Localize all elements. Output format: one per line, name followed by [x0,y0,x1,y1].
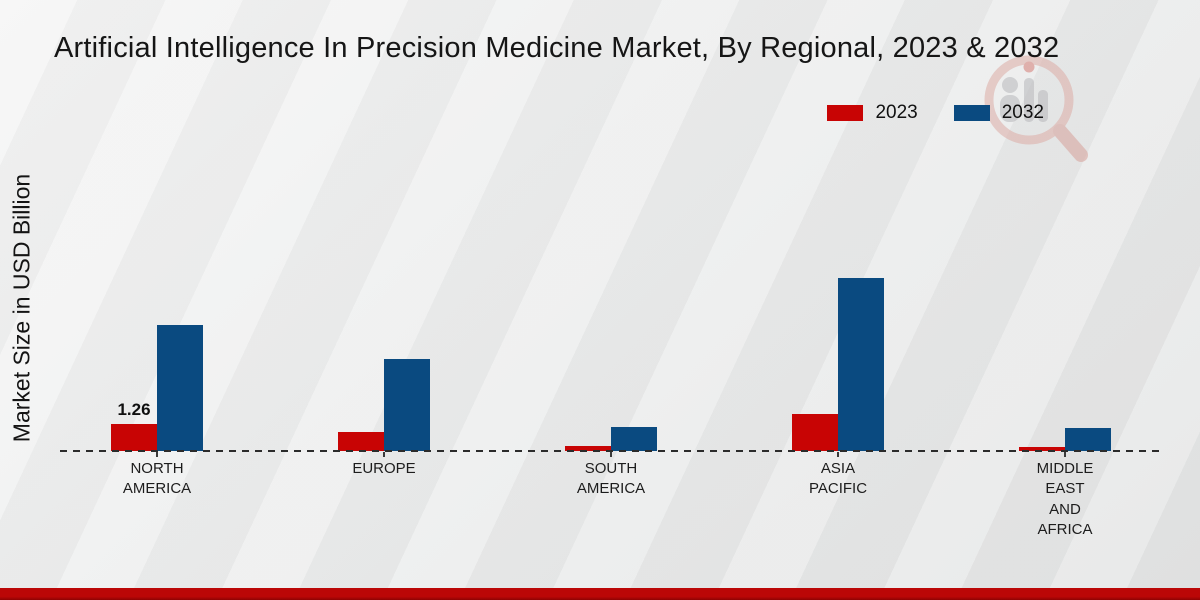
bar-2032-south-america [611,427,657,451]
x-axis-tick [156,452,158,457]
bar-2023-middle-east-and-africa [1019,447,1065,451]
x-axis-tick [383,452,385,457]
bar-2032-europe [384,359,430,451]
x-axis-tick [610,452,612,457]
x-axis-baseline [60,450,1165,452]
legend: 2023 2032 [827,102,1044,124]
legend-item-2023: 2023 [827,102,918,124]
legend-label-2032: 2032 [1001,102,1044,123]
y-axis-label: Market Size in USD Billion [8,173,35,443]
category-label-south-america: SOUTH AMERICA [576,460,646,498]
bar-2023-north-america [111,424,157,451]
legend-label-2023: 2023 [875,102,918,123]
chart-title: Artificial Intelligence In Precision Med… [54,32,1060,64]
magnifier-logo-watermark-icon [984,55,1088,162]
bar-2023-asia-pacific [792,414,838,451]
footer-band [0,588,1200,600]
x-axis-tick [837,452,839,457]
x-axis-tick [1064,452,1066,457]
bar-2032-north-america [157,325,203,451]
legend-swatch-2032 [953,105,990,121]
data-label-2023-north-america: 1.26 [117,400,151,419]
category-label-europe: EUROPE [352,460,416,477]
legend-swatch-2023 [827,105,864,121]
category-label-middle-east-and-africa: MIDDLE EAST AND AFRICA [1036,460,1094,538]
bar-2032-asia-pacific [838,278,884,451]
legend-item-2032: 2032 [953,102,1044,124]
category-label-north-america: NORTH AMERICA [122,460,192,498]
category-label-asia-pacific: ASIA PACIFIC [808,460,868,498]
bar-2032-middle-east-and-africa [1065,428,1111,451]
bar-2023-south-america [565,446,611,451]
bar-2023-europe [338,432,384,451]
